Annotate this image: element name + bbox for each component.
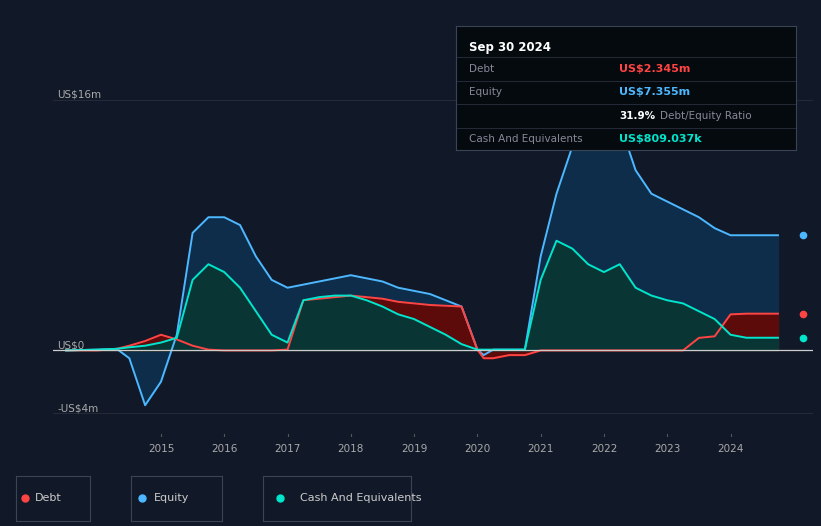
Text: -US$4m: -US$4m [57, 403, 99, 413]
Text: Debt/Equity Ratio: Debt/Equity Ratio [660, 111, 752, 121]
Text: US$16m: US$16m [57, 90, 101, 100]
Text: Debt: Debt [34, 493, 62, 503]
Text: 2022: 2022 [591, 444, 617, 454]
Text: Cash And Equivalents: Cash And Equivalents [300, 493, 421, 503]
Text: 2016: 2016 [211, 444, 237, 454]
Text: 2019: 2019 [401, 444, 427, 454]
Text: US$2.345m: US$2.345m [619, 64, 690, 74]
Text: Debt: Debt [470, 64, 494, 74]
Text: Cash And Equivalents: Cash And Equivalents [470, 134, 583, 144]
Text: 2020: 2020 [464, 444, 490, 454]
Text: 2021: 2021 [527, 444, 554, 454]
Text: US$0: US$0 [57, 340, 85, 350]
Text: Sep 30 2024: Sep 30 2024 [470, 41, 551, 54]
Text: 2017: 2017 [274, 444, 300, 454]
Text: Equity: Equity [470, 87, 502, 97]
Text: 2023: 2023 [654, 444, 681, 454]
Text: 2015: 2015 [148, 444, 174, 454]
Text: 31.9%: 31.9% [619, 111, 655, 121]
Text: 2024: 2024 [718, 444, 744, 454]
Text: 2018: 2018 [337, 444, 364, 454]
Text: US$7.355m: US$7.355m [619, 87, 690, 97]
Text: Equity: Equity [154, 493, 190, 503]
Text: US$809.037k: US$809.037k [619, 134, 702, 144]
